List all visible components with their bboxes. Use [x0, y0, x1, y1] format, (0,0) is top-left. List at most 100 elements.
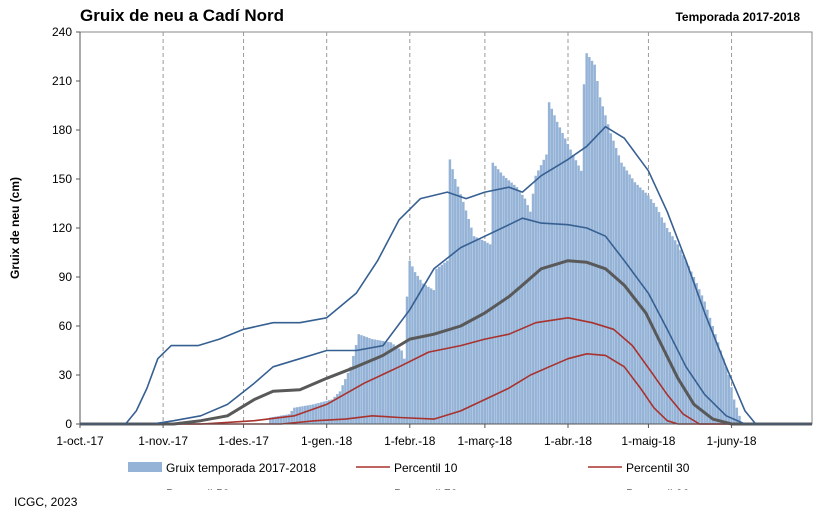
snow-depth-bar: [539, 165, 543, 424]
snow-depth-bar: [290, 410, 293, 424]
y-tick-label: 240: [52, 25, 72, 39]
x-tick-label: 1-febr.-18: [384, 434, 436, 448]
snow-depth-bar: [341, 385, 344, 424]
snow-depth-bar: [647, 195, 650, 424]
snow-depth-bar: [440, 264, 444, 424]
snow-depth-bar: [336, 394, 339, 424]
snow-depth-bar: [714, 334, 717, 424]
x-tick-label: 1-nov.-17: [138, 434, 188, 448]
legend-label-5: Percentil 90: [626, 487, 690, 490]
snow-depth-bar: [427, 286, 430, 424]
legend-swatch-0: [128, 462, 162, 472]
legend-label-0: Gruix temporada 2017-2018: [166, 461, 316, 475]
legend-label-3: Percentil 50: [166, 487, 230, 490]
snow-depth-bar: [531, 193, 535, 424]
y-tick-label: 60: [59, 319, 73, 333]
percentile-line-4: [80, 125, 812, 425]
snow-depth-bar: [400, 350, 403, 424]
snow-depth-bar: [362, 336, 366, 424]
snow-depth-bar: [301, 406, 304, 424]
season-label: Temporada 2017-2018: [675, 10, 800, 24]
snow-depth-bar: [405, 296, 409, 424]
snow-depth-bar: [472, 236, 476, 424]
x-tick-label: 1-oct.-17: [56, 434, 104, 448]
snow-depth-bar: [692, 277, 696, 424]
snow-depth-bar: [397, 348, 401, 424]
snow-depth-bar: [598, 97, 602, 424]
snow-depth-bar: [671, 236, 674, 424]
snow-depth-bar: [392, 344, 395, 425]
snow-depth-bar: [657, 212, 661, 424]
snow-depth-bar: [631, 178, 634, 424]
snow-depth-bar: [448, 159, 452, 424]
snow-depth-bar: [679, 249, 682, 424]
snow-depth-chart: 1-oct.-17 1-nov.-17 1-des.-17 1-gen.-18 1-fe…: [8, 25, 813, 490]
x-tick-label: 1-març-18: [458, 434, 513, 448]
snow-depth-bar: [708, 317, 712, 424]
snow-depth-bar: [628, 174, 631, 424]
y-axis-label: Gruix de neu (cm): [8, 177, 22, 279]
snow-depth-bar: [537, 170, 540, 424]
snow-depth-bar: [413, 272, 417, 424]
snow-depth-bar: [333, 396, 336, 424]
snow-depth-bar: [617, 155, 621, 424]
snow-depth-bar: [561, 132, 564, 424]
snow-depth-bar: [716, 342, 720, 424]
snow-depth-bar: [555, 121, 559, 424]
snow-depth-bar: [703, 301, 706, 424]
snow-depth-bar: [360, 335, 363, 424]
snow-depth-bar: [523, 198, 527, 424]
snow-depth-bar: [499, 172, 503, 424]
snow-depth-bar: [319, 402, 323, 424]
snow-depth-bar: [446, 260, 449, 424]
snow-depth-bar: [738, 415, 741, 424]
snow-depth-bar: [478, 238, 481, 424]
snow-depth-bar: [314, 403, 318, 424]
legend-label-1: Percentil 10: [394, 461, 458, 475]
snow-depth-bar: [395, 346, 398, 424]
snow-depth-bar: [269, 417, 272, 424]
snow-depth-bar: [727, 375, 731, 424]
snow-depth-bar: [612, 140, 615, 424]
snow-depth-bar: [378, 340, 382, 424]
snow-depth-bar: [609, 133, 613, 424]
snow-depth-bar: [454, 179, 457, 424]
snow-depth-bar: [346, 372, 350, 424]
snow-depth-bar: [660, 217, 663, 424]
snow-depth-bar: [496, 169, 500, 424]
snow-depth-bar: [673, 240, 677, 424]
snow-depth-bar: [309, 404, 312, 424]
y-tick-label: 180: [52, 123, 72, 137]
snow-depth-bar: [451, 169, 454, 424]
snow-depth-bar: [690, 271, 693, 424]
snow-depth-bar: [403, 358, 406, 424]
snow-depth-bar: [534, 175, 537, 424]
snow-depth-bar: [724, 366, 728, 424]
snow-depth-bar: [655, 206, 658, 424]
snow-depth-bar: [416, 275, 419, 424]
snow-depth-bar: [711, 326, 714, 424]
snow-depth-bar: [365, 337, 369, 424]
percentile-line-3: [80, 217, 812, 425]
snow-depth-bar: [475, 237, 478, 424]
snow-depth-bar: [424, 285, 428, 424]
snow-depth-bar: [285, 414, 288, 424]
snow-depth-bar: [507, 180, 511, 424]
snow-depth-bar: [695, 283, 698, 425]
legend-label-4: Percentil 70: [394, 487, 458, 490]
snow-depth-bar: [665, 228, 669, 424]
snow-depth-bar: [349, 366, 352, 424]
snow-depth-bar: [429, 288, 433, 424]
snow-depth-bar: [354, 345, 358, 424]
snow-depth-bar: [588, 57, 591, 424]
snow-depth-bar: [580, 170, 583, 424]
snow-depth-bar: [325, 400, 328, 424]
snow-depth-bar: [322, 401, 326, 424]
snow-depth-bar: [277, 416, 280, 424]
snow-depth-bar: [585, 53, 588, 424]
snow-depth-bar: [387, 341, 390, 424]
snow-depth-bar: [376, 340, 379, 424]
x-tick-label: 1-juny-18: [707, 434, 757, 448]
snow-depth-bar: [357, 334, 360, 424]
snow-depth-bar: [384, 341, 387, 424]
